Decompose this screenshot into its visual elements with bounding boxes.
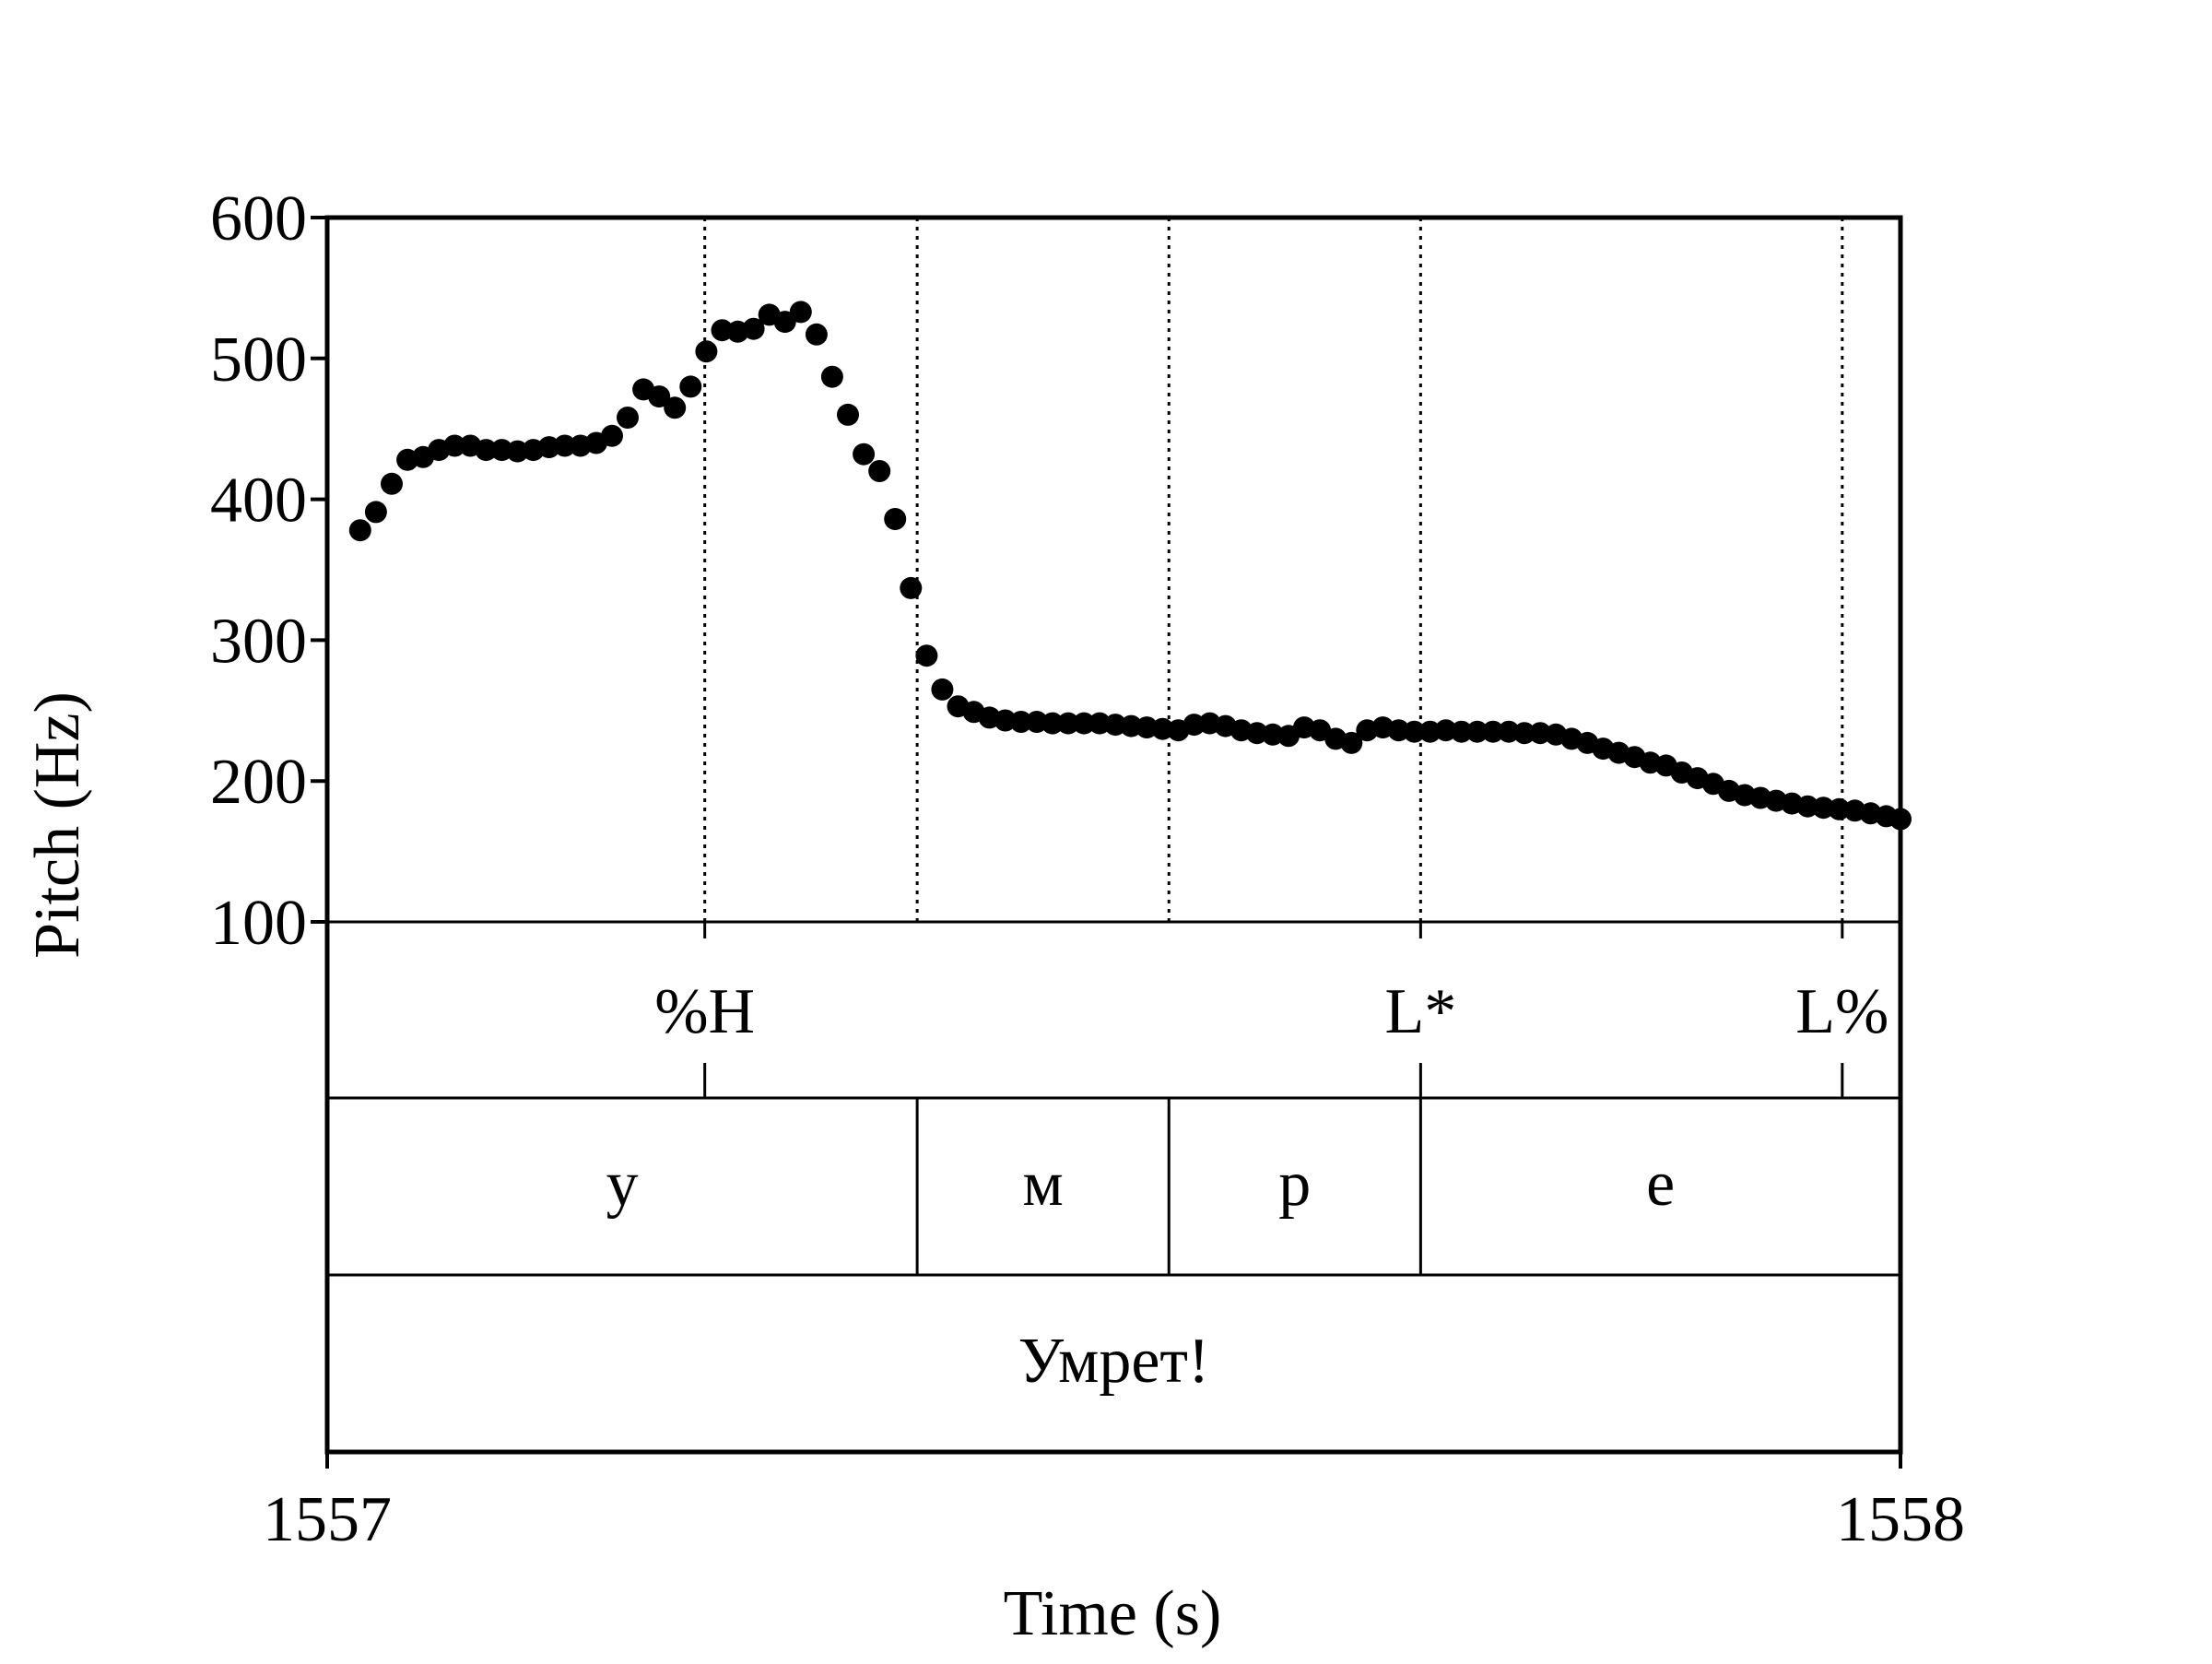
pitch-point [475,439,498,462]
pitch-point [553,434,576,457]
pitch-point [805,323,828,346]
pitch-point [900,576,923,599]
pitch-point [742,317,765,340]
tone-label: %H [654,976,755,1047]
pitch-point [381,472,403,495]
pitch-point [868,460,891,482]
y-tick-label: 500 [210,325,307,395]
annotation-tiers: %H L* L% у м р е Умрет! [606,922,1888,1397]
pitch-point [1403,720,1426,743]
pitch-point [1340,731,1363,754]
pitch-point [820,365,843,388]
pitch-point [601,424,623,447]
pitch-point [1481,720,1504,743]
word-label: Умрет! [1018,1326,1210,1397]
y-tick-label: 400 [210,466,307,537]
pitch-point [1009,711,1032,733]
pitch-point [853,443,876,466]
pitch-point [617,407,639,429]
pitch-point [915,644,938,667]
y-tick-label: 600 [210,183,307,254]
y-tick-label: 200 [210,747,307,818]
x-tick-label: 1557 [263,1484,392,1555]
x-axis-title: Time (s) [1004,1578,1222,1649]
boundary-lines [703,218,1844,922]
segment-label: м [1023,1149,1064,1220]
pitch-point [837,403,859,426]
tone-label: L* [1384,976,1456,1047]
pitch-point [884,508,907,530]
plot-frame [324,215,1903,1455]
pitch-points [348,301,1912,831]
y-tick-label: 300 [210,606,307,677]
x-tick-label: 1558 [1836,1484,1965,1555]
segment-label: у [606,1149,639,1220]
pitch-point [1889,808,1912,831]
pitch-point [1057,712,1079,735]
y-axis-title: Pitch (Hz) [22,691,93,959]
pitch-point [931,678,954,701]
pitch-point [364,501,387,524]
pitch-point [348,519,371,542]
pitch-point [1513,722,1535,745]
plot-border [324,215,1903,1455]
pitch-point [1465,720,1488,743]
segment-label: р [1278,1149,1311,1220]
axes: 100 200 300 400 500 600 1557 1558 [210,183,1965,1555]
pitch-point [664,396,687,419]
pitch-point [789,301,812,324]
pitch-point [1041,712,1064,735]
pitch-point [648,385,671,408]
pitch-point [773,311,796,334]
y-tick-label: 100 [210,888,307,959]
pitch-point [695,340,718,363]
pitch-point [443,434,466,457]
pitch-point [1073,712,1096,735]
pitch-point [1450,720,1473,743]
segment-label: е [1646,1149,1675,1220]
pitch-point [679,375,702,398]
tone-label: L% [1795,976,1888,1047]
